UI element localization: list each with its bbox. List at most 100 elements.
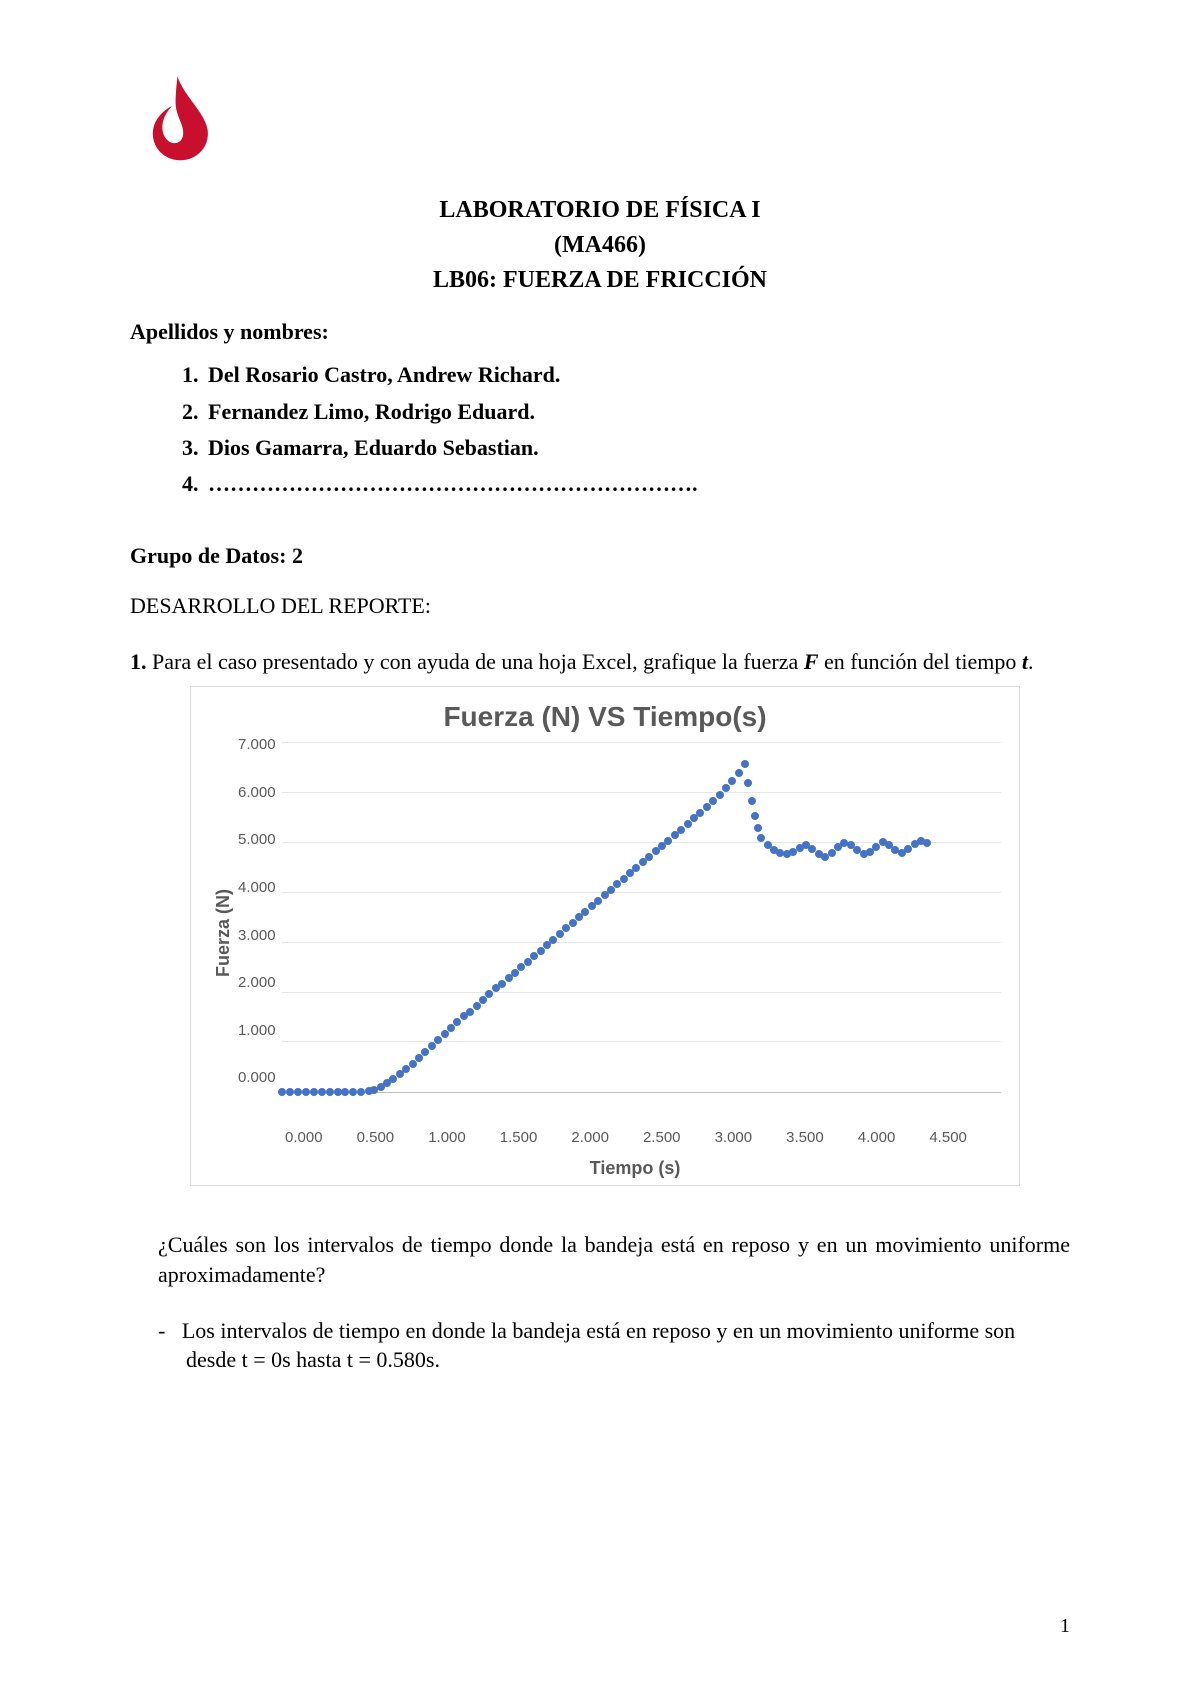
data-point: [709, 797, 717, 805]
data-point: [310, 1088, 318, 1096]
data-point: [428, 1042, 436, 1050]
name-3-text: Dios Gamarra, Eduardo Sebastian.: [208, 435, 539, 460]
data-point: [677, 826, 685, 834]
x-tick-label: 1.500: [500, 1129, 572, 1146]
data-point: [349, 1088, 357, 1096]
question-1-text: 1. Para el caso presentado y con ayuda d…: [130, 647, 1070, 677]
data-point: [923, 839, 931, 847]
gridline: [282, 842, 1001, 843]
gridline: [282, 892, 1001, 893]
data-point: [703, 803, 711, 811]
data-point: [485, 990, 493, 998]
data-point: [511, 969, 519, 977]
name-item-3: 3.Dios Gamarra, Eduardo Sebastian.: [182, 430, 1070, 466]
name-item-4: 4.………………………………………………………….: [182, 466, 1070, 502]
data-point: [479, 996, 487, 1004]
force-vs-time-chart: Fuerza (N) VS Tiempo(s) Fuerza (N) 7.000…: [190, 686, 1020, 1186]
data-group-label: Grupo de Datos: 2: [130, 543, 1070, 569]
names-list: 1.Del Rosario Castro, Andrew Richard. 2.…: [130, 357, 1070, 502]
y-tick-label: 5.000: [238, 831, 276, 848]
data-point: [594, 897, 602, 905]
data-point: [278, 1088, 286, 1096]
section-heading: DESARROLLO DEL REPORTE:: [130, 593, 1070, 619]
x-tick-label: 0.000: [285, 1129, 357, 1146]
data-point: [754, 824, 762, 832]
names-heading: Apellidos y nombres:: [130, 319, 1070, 345]
data-point: [498, 980, 506, 988]
data-point: [607, 886, 615, 894]
data-point: [716, 791, 724, 799]
name-4-text: ………………………………………………………….: [208, 471, 698, 496]
data-point: [722, 784, 730, 792]
data-point: [664, 837, 672, 845]
x-tick-label: 0.500: [357, 1129, 429, 1146]
x-tick-label: 2.000: [571, 1129, 643, 1146]
data-point: [735, 769, 743, 777]
q1-post: .: [1028, 649, 1034, 674]
data-point: [741, 760, 749, 768]
y-tick-label: 6.000: [238, 784, 276, 801]
data-point: [421, 1048, 429, 1056]
data-point: [744, 779, 752, 787]
chart-x-tick-labels: 0.0000.5001.0001.5002.0002.5003.0003.500…: [285, 1129, 1001, 1146]
data-point: [569, 919, 577, 927]
answer-1: - Los intervalos de tiempo en donde la b…: [130, 1316, 1070, 1375]
y-tick-label: 7.000: [238, 736, 276, 753]
y-tick-label: 3.000: [238, 927, 276, 944]
name-1-text: Del Rosario Castro, Andrew Richard.: [208, 362, 560, 387]
gridline: [282, 992, 1001, 993]
data-point: [294, 1088, 302, 1096]
data-point: [537, 947, 545, 955]
institution-logo: [130, 70, 225, 165]
data-point: [453, 1018, 461, 1026]
document-title-block: LABORATORIO DE FÍSICA I (MA466) LB06: FU…: [130, 193, 1070, 297]
name-item-2: 2.Fernandez Limo, Rodrigo Eduard.: [182, 394, 1070, 430]
q1-pre: Para el caso presentado y con ayuda de u…: [152, 649, 804, 674]
data-point: [409, 1060, 417, 1068]
data-point: [524, 958, 532, 966]
data-point: [728, 777, 736, 785]
chart-plot-area: [282, 743, 1001, 1093]
answer-text: Los intervalos de tiempo en donde la ban…: [182, 1318, 1015, 1373]
data-point: [473, 1002, 481, 1010]
data-point: [549, 936, 557, 944]
title-line-1: LABORATORIO DE FÍSICA I: [130, 193, 1070, 228]
y-tick-label: 2.000: [238, 974, 276, 991]
data-point: [326, 1088, 334, 1096]
x-tick-label: 4.500: [929, 1129, 1001, 1146]
chart-x-axis-title: Tiempo (s): [209, 1158, 1001, 1179]
gridline: [282, 942, 1001, 943]
x-tick-label: 3.000: [715, 1129, 787, 1146]
x-tick-label: 4.000: [858, 1129, 930, 1146]
y-tick-label: 0.000: [238, 1069, 276, 1086]
data-point: [620, 875, 628, 883]
name-2-text: Fernandez Limo, Rodrigo Eduard.: [208, 399, 535, 424]
data-point: [684, 820, 692, 828]
data-point: [581, 908, 589, 916]
gridline: [282, 742, 1001, 743]
gridline: [282, 792, 1001, 793]
chart-y-tick-labels: 7.000 6.000 5.000 4.000 3.000 2.000 1.000 0.000: [238, 736, 282, 1086]
data-point: [341, 1088, 349, 1096]
chart-title: Fuerza (N) VS Tiempo(s): [209, 701, 1001, 733]
data-point: [447, 1024, 455, 1032]
y-tick-label: 1.000: [238, 1022, 276, 1039]
title-line-2: (MA466): [130, 228, 1070, 263]
data-point: [466, 1008, 474, 1016]
q1-mid: en función del tiempo: [818, 649, 1021, 674]
data-point: [632, 864, 640, 872]
chart-y-axis-title: Fuerza (N): [209, 743, 238, 1123]
data-point: [415, 1054, 423, 1062]
x-tick-label: 1.000: [428, 1129, 500, 1146]
q1-F: F: [804, 649, 819, 674]
y-tick-label: 4.000: [238, 879, 276, 896]
answer-bullet: -: [158, 1318, 165, 1343]
page-number: 1: [1060, 1615, 1070, 1638]
data-point: [434, 1036, 442, 1044]
question-1-followup: ¿Cuáles son los intervalos de tiempo don…: [130, 1230, 1070, 1289]
data-point: [441, 1030, 449, 1038]
data-point: [828, 849, 836, 857]
x-tick-label: 2.500: [643, 1129, 715, 1146]
q1-number: 1.: [130, 649, 147, 674]
data-point: [757, 834, 765, 842]
